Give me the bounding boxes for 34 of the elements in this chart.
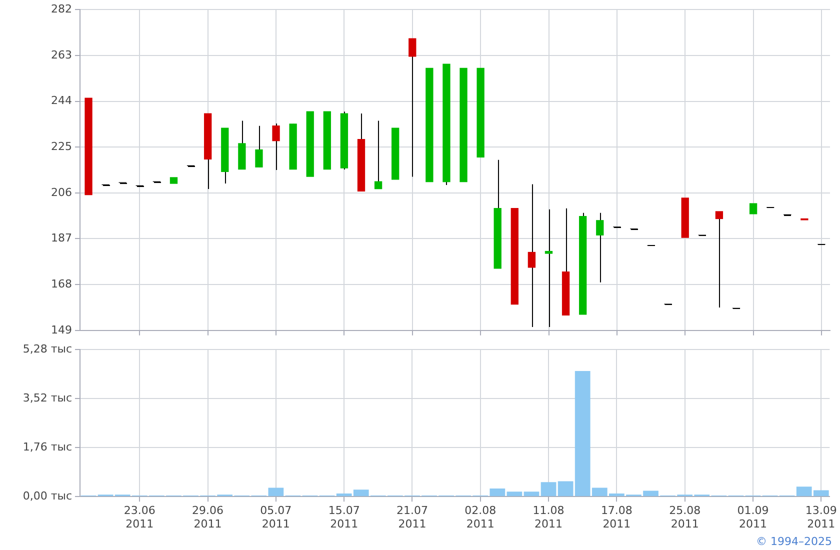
y-tick-label: 225	[51, 140, 72, 153]
x-tick-label: 13.09 2011	[805, 504, 837, 530]
x-tick-label: 17.08 2011	[600, 504, 632, 530]
candlestick	[715, 210, 724, 308]
candlestick	[374, 120, 382, 190]
y-tick-label: 168	[51, 277, 72, 290]
candlestick	[255, 125, 263, 168]
x-tick-label: 21.07 2011	[396, 504, 428, 530]
y-tick-label: 149	[51, 323, 72, 336]
y-tick-label: 282	[51, 2, 72, 16]
x-tick-label: 05.07 2011	[260, 504, 292, 530]
bar	[506, 492, 522, 496]
text: © 1994–2025	[756, 535, 832, 548]
x-tick-label: 29.06 2011	[192, 504, 224, 530]
candlestick	[528, 184, 536, 328]
y-tick-label: 5,28 тыс	[22, 342, 72, 356]
x-tick-label: 11.08 2011	[532, 504, 564, 530]
x-tick-label: 25.08 2011	[669, 504, 701, 530]
y-tick-label: 1,76 тыс	[22, 440, 72, 454]
candlestick	[596, 212, 604, 283]
bar	[540, 482, 556, 496]
x-tick-label: 15.07 2011	[328, 504, 360, 530]
x-tick-label: 23.06 2011	[124, 504, 156, 530]
candlestick	[749, 203, 758, 214]
y-tick-label: 244	[51, 94, 72, 108]
y-tick-label: 3,52 тыс	[22, 391, 72, 404]
x-tick-label: 01.09 2011	[737, 504, 769, 530]
y-tick-label: 187	[51, 232, 72, 245]
y-tick-label: 263	[51, 48, 72, 62]
candlestick	[272, 122, 280, 170]
bar	[524, 492, 540, 496]
x-tick-label: 02.08 2011	[464, 504, 496, 530]
y-tick-label: 206	[51, 186, 72, 199]
y-tick-label: 0,00 тыс	[22, 489, 72, 502]
